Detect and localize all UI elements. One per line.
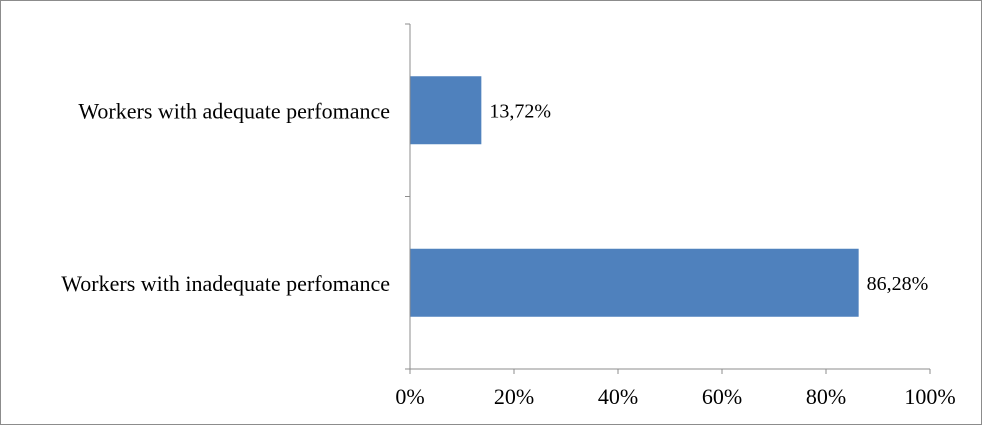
data-label-0: 13,72%	[489, 100, 551, 122]
x-tick-label-3: 60%	[702, 384, 742, 409]
category-label-1: Workers with inadequate perfomance	[61, 271, 390, 296]
x-tick-label-4: 80%	[806, 384, 846, 409]
x-tick-label-5: 100%	[904, 384, 955, 409]
x-tick-label-0: 0%	[395, 384, 424, 409]
x-tick-label-2: 40%	[598, 384, 638, 409]
axis-layer	[405, 23, 931, 374]
data-label-1: 86,28%	[867, 273, 929, 295]
bar-1	[410, 248, 859, 317]
bars-layer	[410, 76, 859, 317]
category-label-0: Workers with adequate perfomance	[78, 98, 390, 123]
x-tick-label-1: 20%	[494, 384, 534, 409]
bar-0	[410, 76, 482, 145]
labels-layer: Workers with adequate perfomance 13,72% Wo…	[61, 98, 955, 409]
